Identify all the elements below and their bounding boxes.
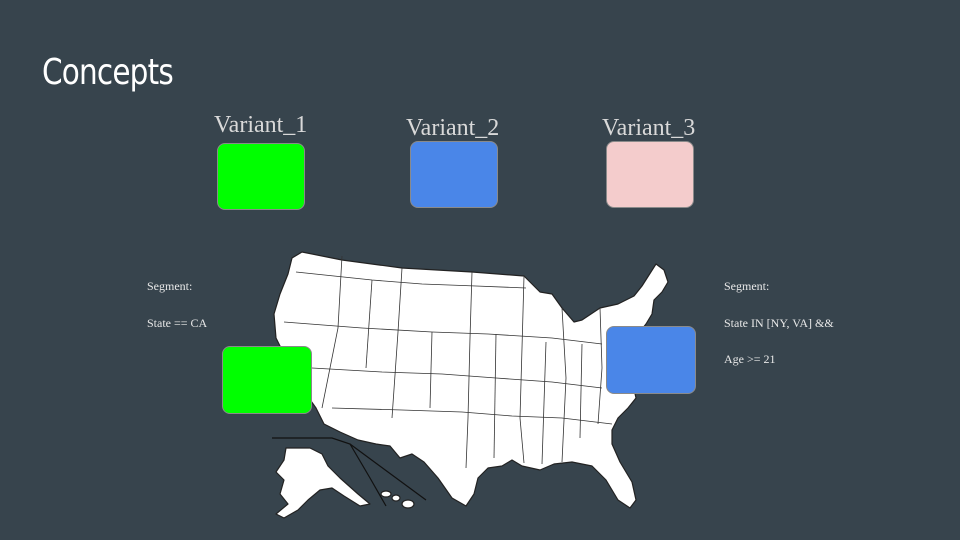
variant-3-label: Variant_3: [602, 115, 696, 141]
left-segment-swatch[interactable]: [222, 346, 312, 414]
variant-3-swatch[interactable]: [606, 141, 694, 208]
variant-2-swatch[interactable]: [410, 141, 498, 208]
right-segment-swatch[interactable]: [606, 326, 696, 394]
right-segment-heading: Segment:: [724, 279, 770, 293]
left-segment-rule: State == CA: [147, 316, 208, 330]
slide-title: Concepts: [42, 52, 174, 93]
variant-2-label: Variant_2: [406, 115, 500, 141]
variant-1-swatch[interactable]: [217, 143, 305, 210]
left-segment-heading: Segment:: [147, 279, 193, 293]
right-segment-rule-2: Age >= 21: [724, 352, 776, 366]
variant-1-label: Variant_1: [214, 112, 308, 138]
right-segment-rule: State IN [NY, VA] &&: [724, 316, 834, 330]
us-states-map: [272, 251, 669, 519]
